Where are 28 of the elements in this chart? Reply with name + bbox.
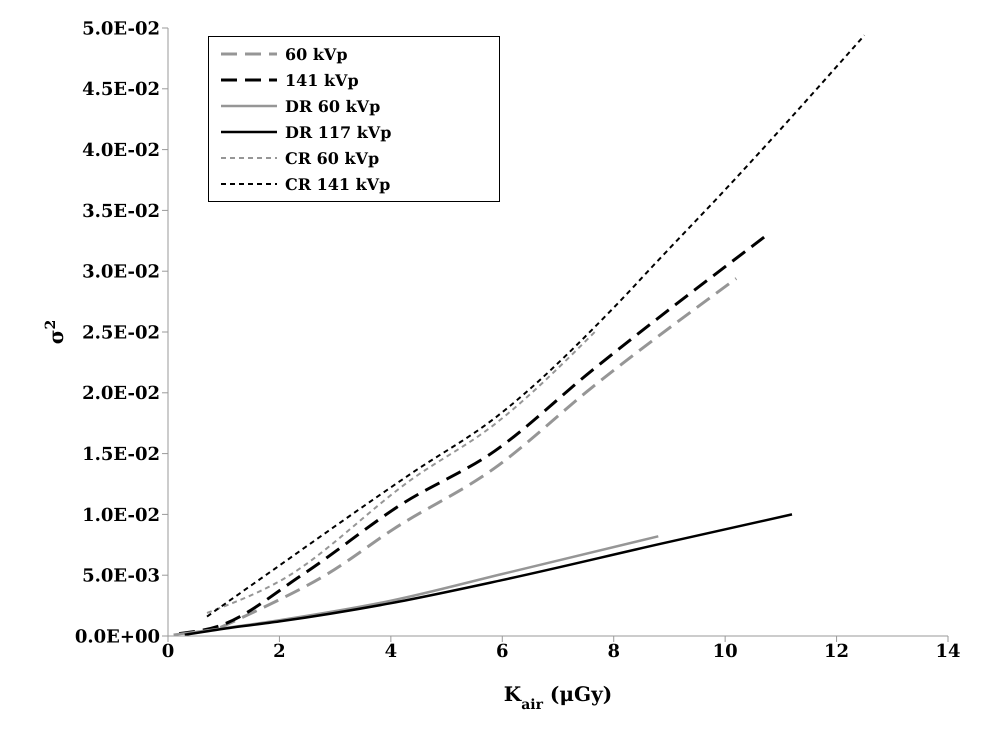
legend-label: DR 60 kVp: [285, 96, 380, 116]
y-tick-label: 4.5E-02: [82, 79, 160, 100]
legend-label: DR 117 kVp: [285, 122, 392, 142]
y-tick-label: 5.0E-03: [82, 566, 160, 587]
x-tick-label: 4: [384, 640, 398, 662]
legend-label: 141 kVp: [285, 70, 359, 90]
x-tick-label: 0: [162, 640, 174, 662]
line-series: [206, 34, 866, 618]
y-tick-label: 1.5E-02: [82, 444, 160, 465]
y-tick-label: 3.5E-02: [82, 200, 160, 222]
x-tick-label: 14: [935, 640, 961, 662]
x-tick-label: 8: [607, 640, 620, 662]
legend-label: CR 141 kVp: [285, 174, 390, 194]
y-tick-label: 3.0E-02: [82, 262, 160, 283]
y-tick-label: 0.0E+00: [74, 626, 160, 648]
legend-label: CR 60 kVp: [285, 148, 380, 168]
line-series: [206, 331, 596, 614]
x-tick-label: 10: [712, 640, 738, 662]
y-tick-label: 1.0E-02: [82, 504, 160, 526]
x-axis-title: K$_{air}$ (μGy): [504, 682, 612, 713]
y-tick-label: 5.0E-02: [82, 18, 160, 40]
x-tick-label: 2: [273, 640, 286, 662]
y-tick-label: 4.0E-02: [82, 140, 160, 161]
x-tick-label: 6: [496, 640, 509, 662]
x-tick-label: 12: [824, 640, 850, 662]
y-tick-label: 2.0E-02: [82, 383, 160, 404]
y-tick-label: 2.5E-02: [82, 322, 160, 344]
legend-label: 60 kVp: [285, 44, 348, 64]
